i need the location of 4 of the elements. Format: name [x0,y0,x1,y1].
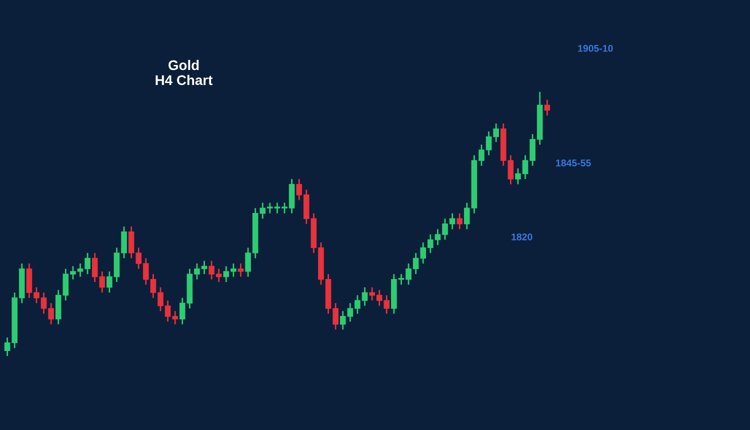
text: 1905-10 [578,44,613,52]
annotation: 1820 [512,233,532,240]
text: 1845-55 [556,160,591,166]
chart-title: Gold H4 Chart [156,60,213,86]
